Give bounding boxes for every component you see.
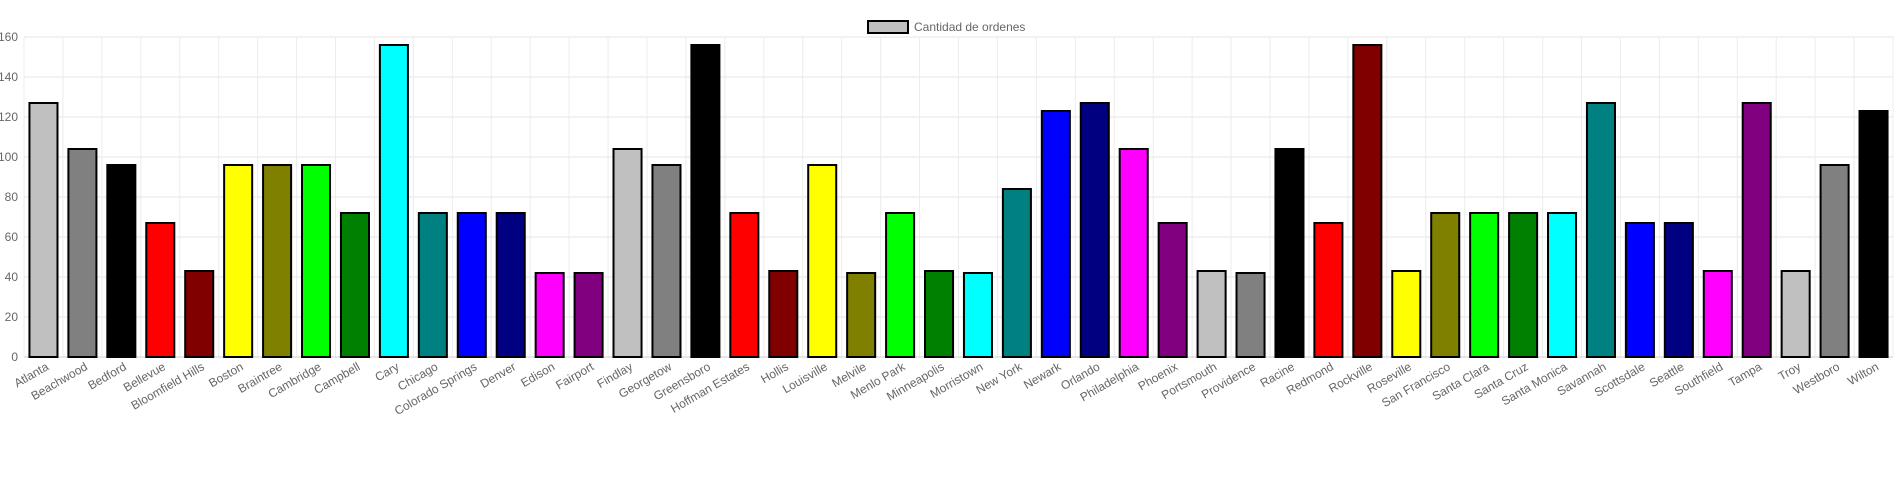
bar[interactable] — [1624, 222, 1655, 358]
legend-swatch[interactable] — [867, 20, 909, 34]
legend[interactable]: Cantidad de ordenes — [867, 20, 1025, 34]
y-tick-label: 40 — [5, 270, 19, 284]
bar[interactable] — [1585, 102, 1616, 358]
y-tick-label: 120 — [0, 110, 18, 124]
bars — [28, 44, 1889, 358]
x-tick-label: Fairport — [553, 359, 596, 392]
bar[interactable] — [1741, 102, 1772, 358]
x-tick-label: Newark — [1021, 359, 1064, 392]
bar[interactable] — [1780, 270, 1811, 358]
bar[interactable] — [1157, 222, 1188, 358]
y-tick-label: 60 — [5, 230, 19, 244]
bar[interactable] — [846, 272, 877, 358]
bar[interactable] — [106, 164, 137, 358]
x-tick-label: Wilton — [1845, 359, 1881, 388]
y-tick-label: 80 — [5, 190, 19, 204]
bar[interactable] — [1819, 164, 1850, 358]
bar[interactable] — [612, 148, 643, 358]
bar[interactable] — [1508, 212, 1539, 358]
bar[interactable] — [885, 212, 916, 358]
bar[interactable] — [67, 148, 98, 358]
bar[interactable] — [1430, 212, 1461, 358]
y-tick-label: 140 — [0, 70, 18, 84]
legend-label[interactable]: Cantidad de ordenes — [914, 20, 1025, 34]
bar[interactable] — [1274, 148, 1305, 358]
bar[interactable] — [339, 212, 370, 358]
y-tick-label: 0 — [11, 350, 18, 364]
bar[interactable] — [184, 270, 215, 358]
bar[interactable] — [1235, 272, 1266, 358]
bar[interactable] — [962, 272, 993, 358]
bar[interactable] — [1391, 270, 1422, 358]
bar[interactable] — [690, 44, 721, 358]
bar[interactable] — [1079, 102, 1110, 358]
bar[interactable] — [1702, 270, 1733, 358]
bar[interactable] — [1040, 110, 1071, 358]
y-tick-label: 20 — [5, 310, 19, 324]
y-tick-label: 160 — [0, 30, 18, 44]
bar[interactable] — [1196, 270, 1227, 358]
bar[interactable] — [1547, 212, 1578, 358]
bar[interactable] — [223, 164, 254, 358]
bar[interactable] — [768, 270, 799, 358]
bar[interactable] — [1118, 148, 1149, 358]
grid-lines — [23, 36, 1894, 358]
y-axis-ticks: 0 20 40 60 80 100 120 140 160 — [0, 30, 18, 364]
x-tick-label: Tampa — [1726, 359, 1764, 389]
bar[interactable] — [145, 222, 176, 358]
bar[interactable] — [28, 102, 59, 358]
bar[interactable] — [1663, 222, 1694, 358]
bar[interactable] — [1352, 44, 1383, 358]
bar[interactable] — [729, 212, 760, 358]
bar[interactable] — [1001, 188, 1032, 358]
bar[interactable] — [417, 212, 448, 358]
bar[interactable] — [262, 164, 293, 358]
bar[interactable] — [651, 164, 682, 358]
bar[interactable] — [924, 270, 955, 358]
x-tick-label: Louisville — [780, 359, 830, 396]
bar[interactable] — [1858, 110, 1889, 358]
x-axis-ticks: AtlantaBeachwoodBedfordBellevueBloomfiel… — [12, 359, 1881, 418]
y-tick-label: 100 — [0, 150, 18, 164]
bar[interactable] — [456, 212, 487, 358]
bar[interactable] — [495, 212, 526, 358]
bar[interactable] — [807, 164, 838, 358]
x-tick-label: Edison — [518, 359, 557, 389]
bar[interactable] — [1313, 222, 1344, 358]
bar[interactable] — [378, 44, 409, 358]
bar[interactable] — [573, 272, 604, 358]
bar[interactable] — [301, 164, 332, 358]
bar[interactable] — [534, 272, 565, 358]
x-tick-label: Bedford — [85, 359, 128, 392]
x-tick-label: Denver — [478, 359, 519, 390]
bar[interactable] — [1469, 212, 1500, 358]
